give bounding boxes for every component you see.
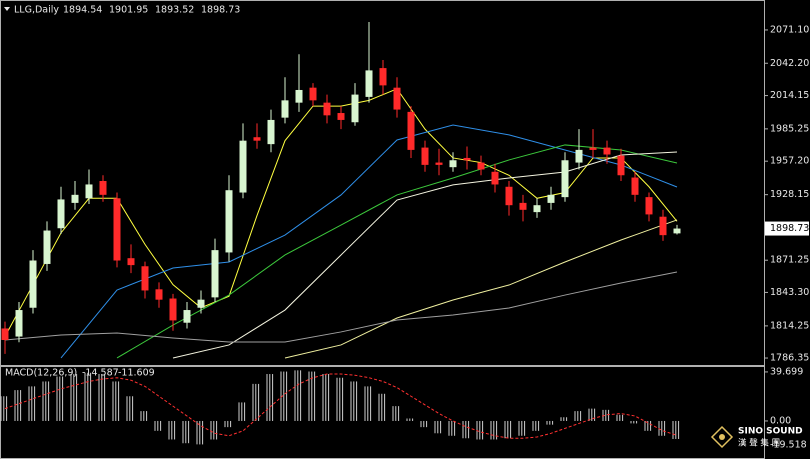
macd-panel-frame xyxy=(0,366,765,459)
macd-signal-value: -11.609 xyxy=(118,368,155,379)
y-tick-label: 1928.15 xyxy=(770,189,809,200)
candle-body xyxy=(197,299,205,308)
candle-body xyxy=(225,190,233,253)
last-price-label: 1898.73 xyxy=(770,223,809,234)
candle-body xyxy=(561,160,569,198)
y-tick-label: 1786.35 xyxy=(770,353,809,364)
macd-signal xyxy=(4,373,678,439)
candle-body xyxy=(141,266,149,291)
candle-body xyxy=(267,119,275,145)
candle-body xyxy=(155,289,163,300)
candle-body xyxy=(449,160,457,168)
candle-body xyxy=(127,258,135,266)
candle-body xyxy=(1,328,9,340)
candle-body xyxy=(575,149,583,163)
candle-body xyxy=(323,102,331,116)
close-value: 1898.73 xyxy=(201,5,240,16)
candle-body xyxy=(519,202,527,210)
candle-body xyxy=(533,205,541,213)
open-value: 1894.54 xyxy=(63,5,102,16)
y-tick-label: -19.518 xyxy=(770,440,807,451)
main-panel-frame xyxy=(0,0,765,366)
high-value: 1901.95 xyxy=(109,5,148,16)
candle-body xyxy=(589,147,597,150)
candle-body xyxy=(505,186,513,206)
candle-body xyxy=(631,177,639,195)
candle-body xyxy=(295,89,303,103)
candle-body xyxy=(547,194,555,203)
candle-body xyxy=(617,155,625,176)
low-value: 1893.52 xyxy=(155,5,194,16)
y-tick-label: 1843.30 xyxy=(770,287,809,298)
candle-body xyxy=(309,87,317,101)
candle-body xyxy=(99,181,107,195)
candle-body xyxy=(463,157,471,161)
last-price-tag xyxy=(765,221,809,236)
candle-body xyxy=(15,310,23,337)
y-tick-label: 1985.25 xyxy=(770,123,809,134)
candle-body xyxy=(379,68,387,86)
y-tick-label: 39.699 xyxy=(770,366,803,377)
y-tick-label: 2042.20 xyxy=(770,58,809,69)
logo-icon xyxy=(710,425,734,449)
candle-body xyxy=(239,140,247,193)
candle-body xyxy=(645,197,653,215)
moving-average xyxy=(172,151,678,359)
candle-body xyxy=(85,184,93,199)
symbol-menu-arrow[interactable] xyxy=(4,7,10,11)
candle-body xyxy=(393,87,401,110)
candle-body xyxy=(435,162,443,165)
candle-body xyxy=(113,198,121,261)
y-tick-label: 1957.20 xyxy=(770,156,809,167)
candle-body xyxy=(421,147,429,165)
candle-body xyxy=(365,70,373,97)
y-tick-label: 1871.25 xyxy=(770,255,809,266)
candle-body xyxy=(491,171,499,185)
candle-body xyxy=(477,162,485,170)
candle-body xyxy=(29,260,37,308)
candle-body xyxy=(351,94,359,123)
candle-body xyxy=(183,310,191,323)
moving-average xyxy=(284,219,678,359)
macd-title: MACD(12,26,9) xyxy=(5,368,77,379)
candle-body xyxy=(57,199,65,229)
candle-body xyxy=(211,250,219,298)
chart-title: LLG,Daily xyxy=(14,5,59,16)
candle-body xyxy=(169,298,177,321)
candle-body xyxy=(659,216,667,236)
candle-body xyxy=(71,194,79,203)
logo-dot xyxy=(719,434,725,440)
y-tick-label: 2071.10 xyxy=(770,24,809,35)
moving-average xyxy=(116,144,678,359)
candle-body xyxy=(43,230,51,264)
moving-average xyxy=(60,124,678,359)
watermark: SINO SOUND 漢 聲 集 團 xyxy=(710,425,803,449)
macd-main-value: -14.587 xyxy=(82,368,119,379)
y-tick-label: 1814.25 xyxy=(770,320,809,331)
candle-body xyxy=(281,100,289,118)
logo-name-zh: 漢 聲 集 團 xyxy=(738,438,780,449)
y-tick-label: 2014.15 xyxy=(770,90,809,101)
moving-average xyxy=(4,271,678,343)
y-tick-label: 0.00 xyxy=(770,415,791,426)
candle-body xyxy=(407,111,415,150)
candle-body xyxy=(603,147,611,155)
candle-body xyxy=(253,137,261,141)
candle-body xyxy=(673,228,681,234)
candle-body xyxy=(337,113,345,120)
logo-name: SINO SOUND xyxy=(738,427,803,437)
